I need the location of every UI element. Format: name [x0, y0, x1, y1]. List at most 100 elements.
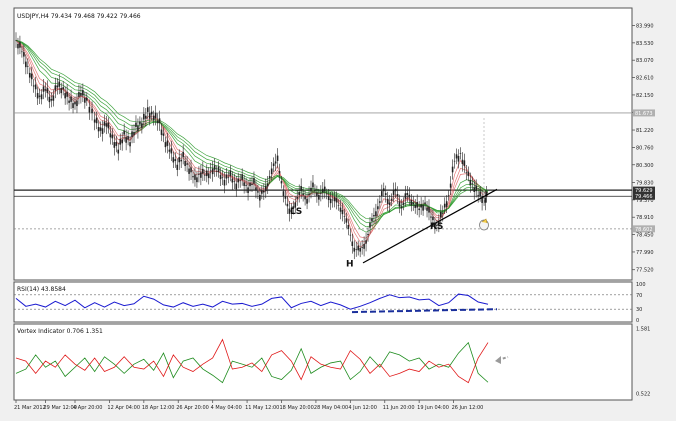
- price-candle-body: [278, 171, 281, 174]
- price-candle-body: [38, 95, 41, 97]
- price-candle-body: [377, 206, 379, 210]
- price-candle-body: [42, 86, 45, 92]
- price-candle-body: [373, 215, 375, 217]
- price-candle-body: [247, 187, 249, 194]
- price-candle-body: [331, 199, 334, 201]
- price-candle-body: [298, 192, 300, 195]
- price-candle-body: [156, 120, 159, 124]
- price-candle-body: [432, 216, 434, 221]
- price-candle-body: [233, 181, 236, 182]
- price-candle-body: [194, 174, 196, 180]
- price-candle-body: [152, 115, 155, 121]
- vortex-axis-label: 1.581: [636, 326, 650, 332]
- price-candle-body: [82, 90, 84, 96]
- price-candle-body: [84, 98, 86, 103]
- price-candle-body: [414, 205, 417, 208]
- price-candle-body: [54, 85, 57, 91]
- price-candle-body: [119, 138, 122, 145]
- price-candle-body: [99, 127, 102, 131]
- price-candle-body: [420, 204, 422, 208]
- price-candle-body: [381, 191, 383, 197]
- price-candle-body: [253, 178, 255, 184]
- price-candle-body: [473, 187, 476, 192]
- price-candle-body: [469, 179, 472, 186]
- price-candle-body: [93, 119, 96, 123]
- price-candle-body: [357, 245, 359, 251]
- time-axis-label: 11 Jun 20:00: [383, 405, 415, 411]
- price-candle-body: [28, 72, 31, 78]
- price-axis-label: 78.450: [636, 233, 654, 239]
- price-candle-body: [479, 191, 481, 197]
- time-axis-label: 19 Jun 04:00: [417, 405, 449, 411]
- price-candle-body: [322, 188, 324, 193]
- price-candle-body: [76, 100, 78, 107]
- price-candle-body: [276, 155, 279, 161]
- price-candle-body: [335, 198, 338, 203]
- price-panel: [13, 7, 633, 281]
- price-candle-body: [150, 111, 153, 115]
- price-candle-body: [101, 128, 104, 134]
- price-candle-body: [207, 173, 210, 179]
- price-candle-body: [416, 201, 418, 208]
- price-candle-body: [127, 136, 129, 140]
- price-tag-box: [633, 186, 655, 194]
- price-axis-label: 80.300: [636, 163, 654, 169]
- price-candle-body: [375, 211, 377, 217]
- price-candle-body: [264, 185, 267, 192]
- price-candle-body: [80, 93, 82, 96]
- price-candle-body: [40, 94, 43, 100]
- price-candle-body: [97, 127, 100, 132]
- price-candle-body: [117, 149, 120, 154]
- price-candle-body: [209, 170, 212, 172]
- price-candle-body: [341, 210, 344, 215]
- head-shoulders-neckline: [362, 188, 498, 264]
- price-axis-label: 79.830: [636, 181, 654, 187]
- price-candle-body: [359, 247, 361, 252]
- time-axis-label: 12 Apr 04:00: [107, 405, 140, 411]
- price-candle-body: [192, 176, 194, 178]
- price-candle-body: [449, 183, 452, 188]
- rsi-axis-label: 100: [636, 282, 646, 288]
- price-candle-body: [306, 198, 308, 204]
- price-candle-body: [25, 61, 27, 68]
- price-candle-body: [32, 85, 35, 87]
- price-candle-body: [333, 197, 336, 202]
- price-candle-body: [312, 182, 314, 188]
- price-candle-body: [365, 240, 367, 244]
- price-axis-label: 79.370: [636, 198, 654, 204]
- price-candle-body: [146, 107, 149, 112]
- price-candle-body: [223, 179, 226, 186]
- price-candle-body: [243, 182, 245, 186]
- price-candle-body: [231, 178, 234, 183]
- price-candle-body: [441, 213, 444, 214]
- price-candle-body: [353, 247, 356, 252]
- price-candle-body: [477, 194, 479, 196]
- price-candle-body: [280, 181, 283, 184]
- price-candle-body: [198, 173, 200, 175]
- price-candle-body: [95, 117, 98, 124]
- price-candle-body: [52, 95, 55, 101]
- price-candle-body: [404, 193, 407, 199]
- cursor-hand-icon: [479, 218, 489, 231]
- price-candle-body: [78, 92, 80, 97]
- price-candle-body: [316, 192, 318, 196]
- price-candle-body: [162, 133, 165, 136]
- price-axis-label: 82.610: [636, 76, 654, 82]
- price-candle-body: [166, 140, 169, 146]
- price-candle-body: [235, 183, 238, 190]
- price-candle-body: [62, 87, 64, 90]
- time-axis-label: 4 Jun 12:00: [348, 405, 377, 411]
- price-candle-body: [202, 168, 204, 174]
- price-candle-body: [190, 167, 192, 173]
- price-tag-label: 78.602: [635, 227, 653, 233]
- price-candle-body: [371, 218, 373, 222]
- price-candle-body: [164, 142, 167, 148]
- price-axis-label: 82.150: [636, 93, 654, 99]
- pattern-label-rs: RS: [430, 222, 443, 232]
- price-candle-body: [115, 142, 118, 146]
- price-candle-body: [121, 139, 123, 144]
- price-candle-body: [131, 131, 133, 138]
- price-candle-body: [211, 168, 214, 175]
